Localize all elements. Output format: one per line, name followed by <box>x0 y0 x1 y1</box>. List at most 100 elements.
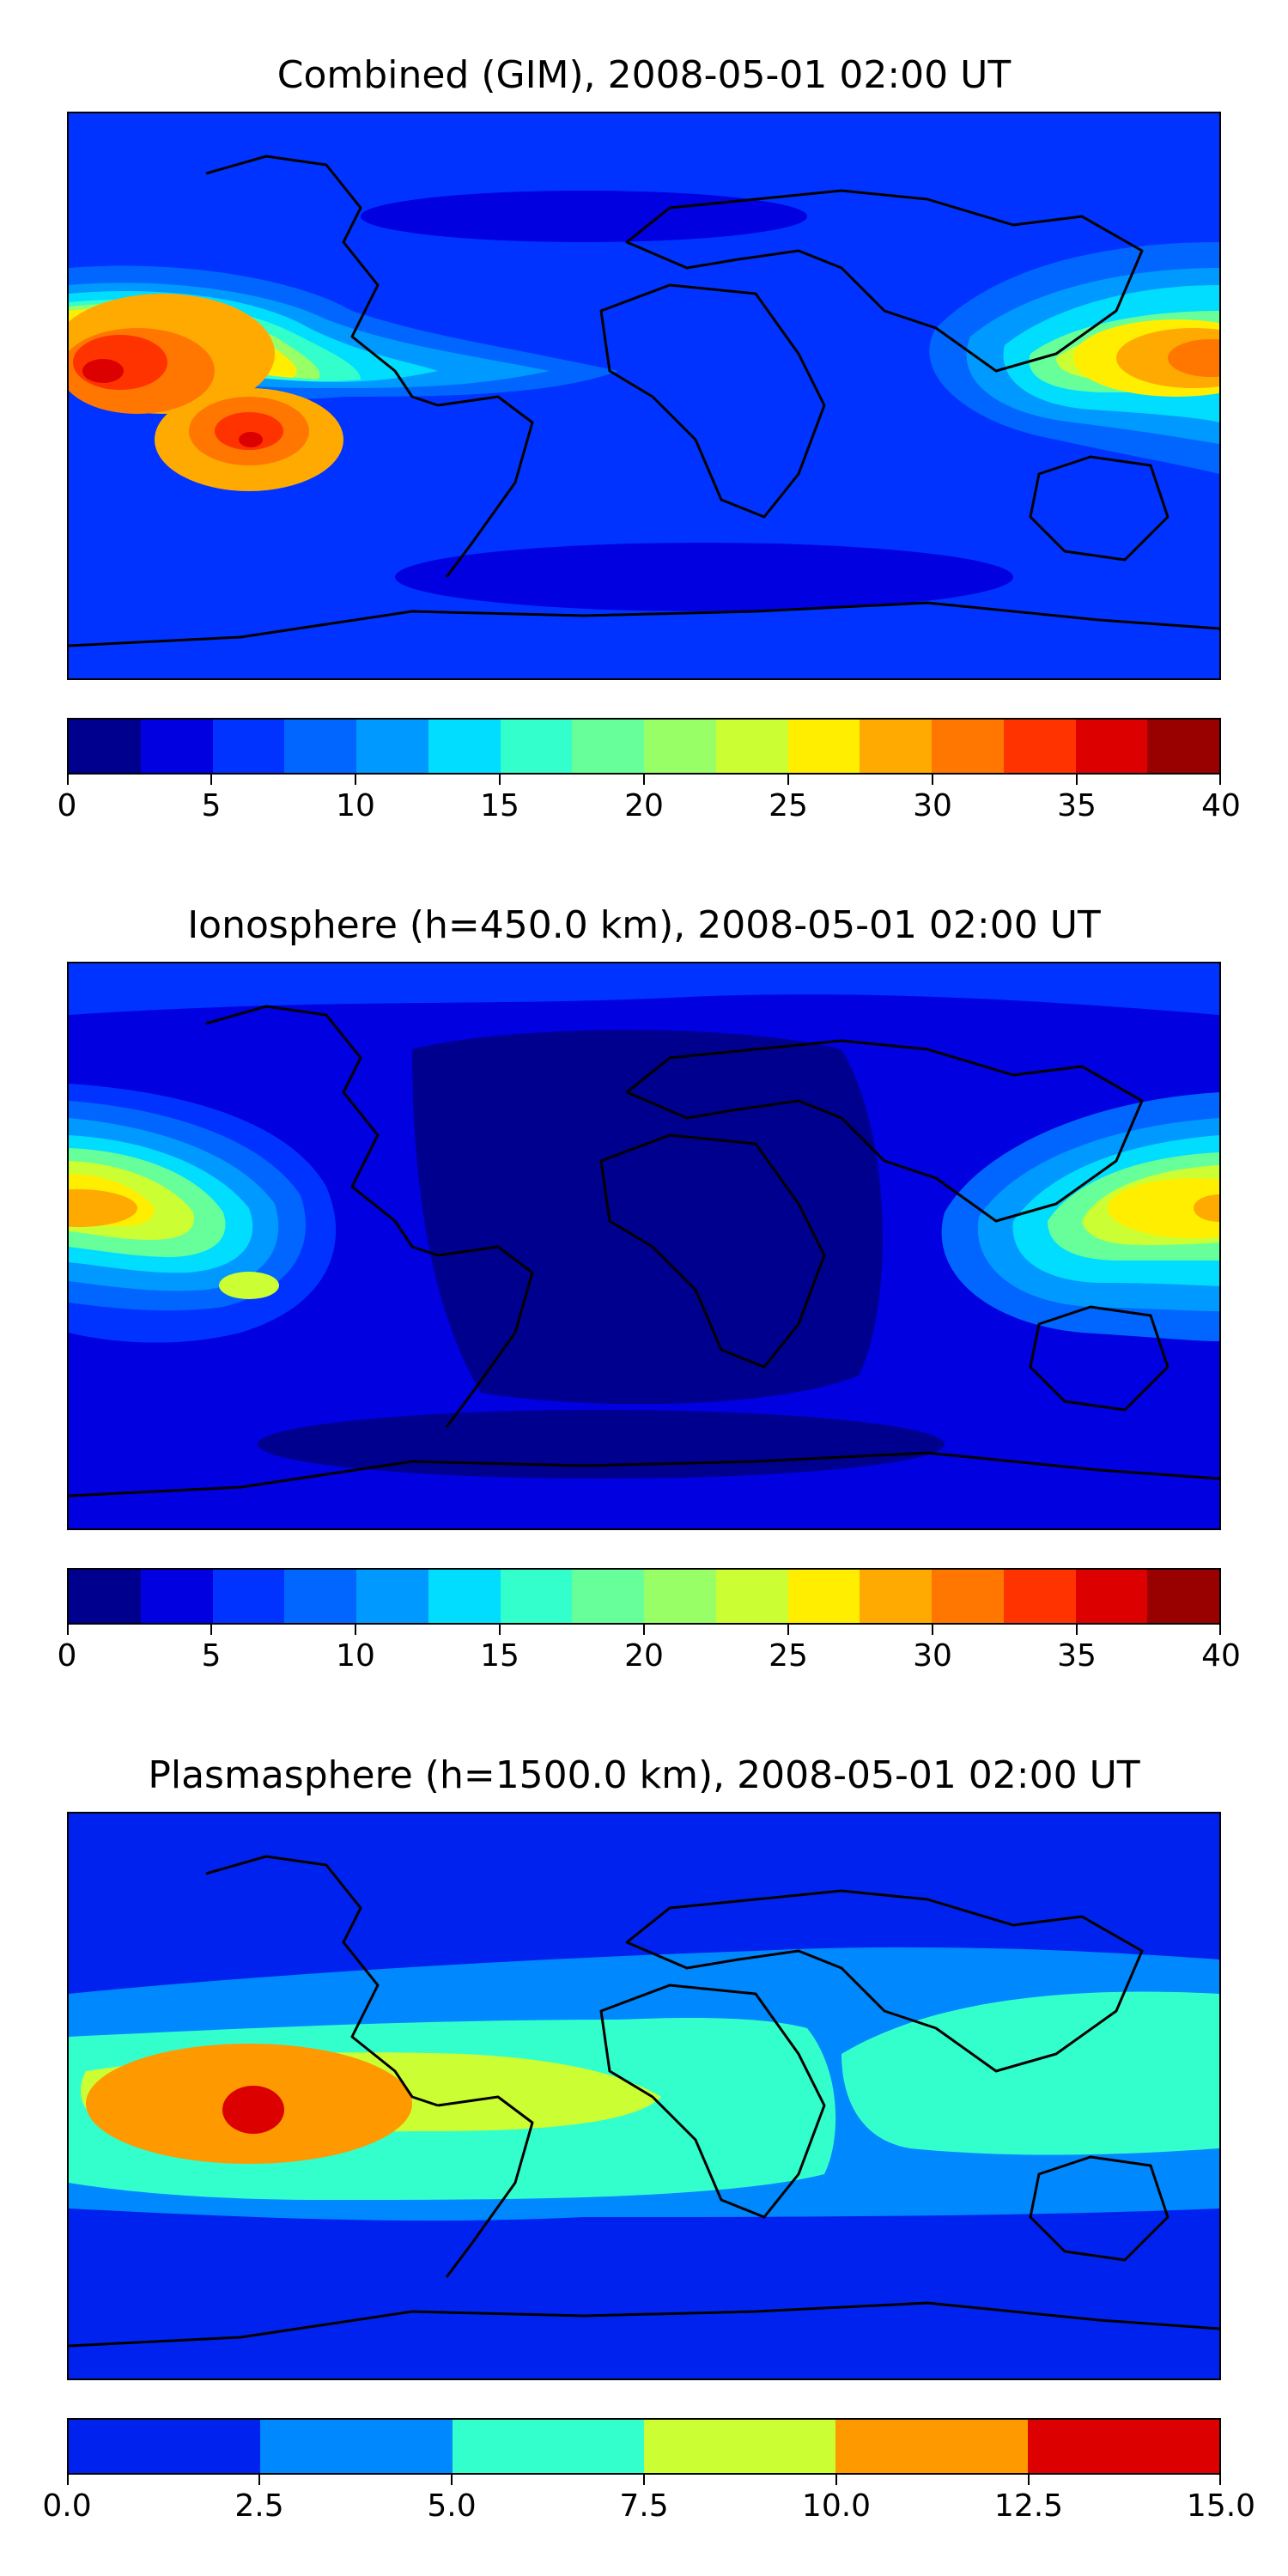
colorbar-seg <box>140 720 213 773</box>
colorbar-seg <box>140 1570 213 1623</box>
tick-label: 20 <box>624 1638 664 1674</box>
colorbar-seg <box>284 1570 356 1623</box>
tick-mark <box>1076 775 1078 785</box>
panel1-map <box>67 112 1221 680</box>
tick-mark <box>67 1625 69 1635</box>
colorbar-seg <box>715 720 788 773</box>
colorbar-seg <box>500 1570 573 1623</box>
colorbar-seg <box>644 1570 716 1623</box>
tick-mark <box>258 2475 260 2485</box>
panel3-ticks: 0.0 2.5 5.0 7.5 10.0 12.5 15.0 <box>42 2475 1255 2526</box>
tick-label: 20 <box>624 788 664 823</box>
colorbar-seg <box>932 720 1004 773</box>
colorbar-seg <box>212 1570 285 1623</box>
colorbar-seg <box>932 1570 1004 1623</box>
tick-label: 40 <box>1201 1638 1241 1674</box>
panel3-colorbar <box>67 2418 1221 2475</box>
tick-label: 12.5 <box>993 2488 1064 2524</box>
colorbar-seg <box>69 2420 261 2473</box>
colorbar-seg <box>452 2420 644 2473</box>
tick-label: 25 <box>769 1638 808 1674</box>
colorbar-seg <box>572 1570 644 1623</box>
colorbar-seg <box>644 720 716 773</box>
tick-mark <box>932 1625 933 1635</box>
colorbar-seg <box>69 720 141 773</box>
panel3-field <box>69 1814 1219 2379</box>
colorbar-seg <box>1027 2420 1219 2473</box>
tick-mark <box>787 775 789 785</box>
tick-mark <box>1219 775 1221 785</box>
panel1-ticks: 0 5 10 15 20 25 30 35 40 <box>58 775 1241 826</box>
colorbar-seg <box>1003 720 1076 773</box>
colorbar-seg <box>1147 720 1219 773</box>
tick-mark <box>499 1625 501 1635</box>
panel3-title: Plasmasphere (h=1500.0 km), 2008-05-01 0… <box>148 1753 1140 1797</box>
tick-mark <box>643 775 645 785</box>
panel2-field <box>69 963 1219 1528</box>
tick-mark <box>355 1625 356 1635</box>
tick-mark <box>210 775 212 785</box>
colorbar-seg <box>715 1570 788 1623</box>
tick-mark <box>355 775 356 785</box>
colorbar-seg <box>572 720 644 773</box>
tick-label: 0.0 <box>42 2488 92 2524</box>
tick-mark <box>67 775 69 785</box>
tick-label: 10 <box>336 788 375 823</box>
tick-label: 5.0 <box>427 2488 477 2524</box>
colorbar-seg <box>1075 720 1148 773</box>
tick-label: 0 <box>57 788 77 823</box>
tick-label: 2.5 <box>234 2488 284 2524</box>
colorbar-seg <box>860 1570 932 1623</box>
panel2-title: Ionosphere (h=450.0 km), 2008-05-01 02:0… <box>187 903 1101 947</box>
tick-label: 5 <box>201 1638 222 1674</box>
tick-label: 5 <box>201 788 222 823</box>
colorbar-seg <box>787 720 860 773</box>
tick-label: 40 <box>1201 788 1241 823</box>
tick-label: 35 <box>1057 1638 1097 1674</box>
colorbar-seg <box>835 2420 1028 2473</box>
colorbar-seg <box>69 1570 141 1623</box>
colorbar-seg <box>643 2420 836 2473</box>
colorbar-seg <box>1075 1570 1148 1623</box>
panel1-colorbar <box>67 718 1221 775</box>
tick-label: 10 <box>336 1638 375 1674</box>
colorbar-seg <box>1003 1570 1076 1623</box>
panel1-title: Combined (GIM), 2008-05-01 02:00 UT <box>276 53 1012 97</box>
colorbar-seg <box>1147 1570 1219 1623</box>
tick-label: 15.0 <box>1186 2488 1256 2524</box>
colorbar-seg <box>428 720 501 773</box>
panel2-ticks: 0 5 10 15 20 25 30 35 40 <box>58 1625 1241 1676</box>
colorbar-seg <box>860 720 932 773</box>
colorbar-seg <box>500 720 573 773</box>
tick-label: 10.0 <box>801 2488 872 2524</box>
tick-mark <box>499 775 501 785</box>
tick-mark <box>835 2475 837 2485</box>
tick-label: 15 <box>480 1638 519 1674</box>
tick-mark <box>787 1625 789 1635</box>
tick-label: 7.5 <box>619 2488 669 2524</box>
panel3-map <box>67 1812 1221 2380</box>
panel2-colorbar <box>67 1568 1221 1625</box>
colorbar-seg <box>284 720 356 773</box>
tick-mark <box>643 2475 645 2485</box>
tick-mark <box>1076 1625 1078 1635</box>
tick-label: 35 <box>1057 788 1097 823</box>
tick-mark <box>643 1625 645 1635</box>
colorbar-seg <box>356 1570 428 1623</box>
tick-mark <box>1028 2475 1030 2485</box>
colorbar-seg <box>787 1570 860 1623</box>
colorbar-seg <box>260 2420 453 2473</box>
tick-label: 30 <box>913 1638 952 1674</box>
tick-mark <box>1219 2475 1221 2485</box>
tick-label: 15 <box>480 788 519 823</box>
panel2-map <box>67 962 1221 1530</box>
tick-mark <box>210 1625 212 1635</box>
tick-mark <box>451 2475 453 2485</box>
tick-mark <box>67 2475 69 2485</box>
colorbar-seg <box>356 720 428 773</box>
tick-mark <box>932 775 933 785</box>
colorbar-seg <box>212 720 285 773</box>
panel1-field <box>69 113 1219 678</box>
tick-label: 0 <box>57 1638 77 1674</box>
tick-label: 30 <box>913 788 952 823</box>
